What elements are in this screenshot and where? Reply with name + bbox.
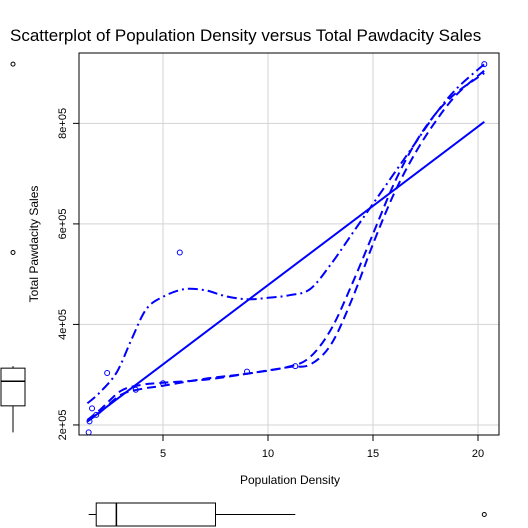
y-outlier-0 xyxy=(10,250,16,256)
smooth-curves xyxy=(86,63,485,423)
grid-lines xyxy=(79,53,499,435)
x-outlier-0 xyxy=(481,512,487,517)
x-tick-label-1: 10 xyxy=(262,448,274,460)
data-point-7 xyxy=(244,368,250,375)
x-tick-label-3: 20 xyxy=(472,448,484,460)
smooth-center-line xyxy=(86,72,485,423)
chart-title: Scatterplot of Population Density versus… xyxy=(10,26,481,45)
regression-line xyxy=(86,121,485,423)
data-point-6 xyxy=(176,249,183,256)
x-axis: 5 10 15 20 xyxy=(160,435,484,460)
y-tick-label-0: 2e+05 xyxy=(57,409,69,440)
smooth-lower-line xyxy=(86,69,485,421)
x-tick-label-2: 15 xyxy=(367,448,379,460)
y-tick-label-3: 8e+05 xyxy=(57,108,69,139)
data-point-4 xyxy=(132,386,139,393)
data-point-9 xyxy=(481,61,488,68)
data-point-1 xyxy=(89,405,96,412)
plot-frame xyxy=(78,52,500,436)
data-point-8 xyxy=(292,363,299,370)
data-point-10 xyxy=(86,418,93,425)
y-outlier-1 xyxy=(10,61,16,67)
x-axis-label: Population Density xyxy=(240,473,340,487)
x-tick-label-0: 5 xyxy=(160,448,166,460)
data-point-2 xyxy=(93,411,100,418)
y-marginal-boxplot xyxy=(0,61,26,433)
y-tick-label-2: 6e+05 xyxy=(57,208,69,239)
y-axis-label: Total Pawdacity Sales xyxy=(27,186,41,303)
data-point-3 xyxy=(104,370,111,377)
x-marginal-boxplot xyxy=(88,502,487,527)
y-axis: 2e+05 4e+05 6e+05 8e+05 xyxy=(57,108,79,440)
data-point-5 xyxy=(160,380,166,387)
data-points xyxy=(85,61,488,436)
smooth-upper-line xyxy=(86,63,485,405)
y-tick-label-1: 4e+05 xyxy=(57,309,69,340)
